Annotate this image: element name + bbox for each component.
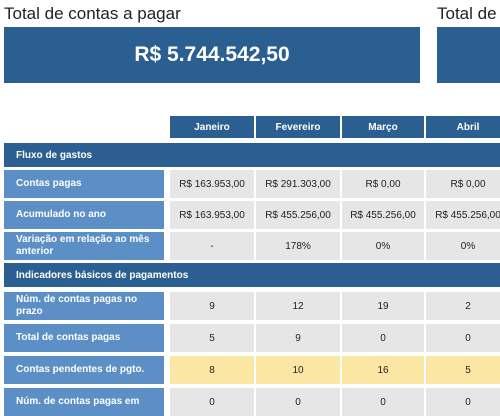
cell-acumulado-fev[interactable]: R$ 455.256,00 — [256, 201, 340, 229]
cell-acumulado-jan[interactable]: R$ 163.953,00 — [170, 201, 254, 229]
cell-pendentes-fev[interactable]: 10 — [256, 356, 340, 384]
cell-contas-pagas-abr[interactable]: R$ 0,00 — [426, 170, 500, 198]
cell-total-pagas-fev[interactable]: 9 — [256, 324, 340, 352]
cell-partial-abr[interactable]: 0 — [426, 388, 500, 416]
cell-total-pagas-jan[interactable]: 5 — [170, 324, 254, 352]
cell-variacao-mar[interactable]: 0% — [342, 232, 424, 260]
cell-num-prazo-abr[interactable]: 2 — [426, 292, 500, 320]
cell-acumulado-mar[interactable]: R$ 455.256,00 — [342, 201, 424, 229]
cell-num-prazo-fev[interactable]: 12 — [256, 292, 340, 320]
row-label-pendentes: Contas pendentes de pgto. — [4, 356, 164, 384]
cell-pendentes-mar[interactable]: 16 — [342, 356, 424, 384]
month-header-janeiro: Janeiro — [170, 116, 254, 138]
month-header-abril: Abril — [426, 116, 500, 138]
row-label-total-pagas: Total de contas pagas — [4, 324, 164, 352]
total-contas-value: R$ 5.744.542,50 — [4, 27, 420, 83]
row-label-contas-pagas: Contas pagas — [4, 170, 164, 198]
cell-acumulado-abr[interactable]: R$ 455.256,00 — [426, 201, 500, 229]
cell-partial-mar[interactable]: 0 — [342, 388, 424, 416]
cell-partial-fev[interactable]: 0 — [256, 388, 340, 416]
cell-variacao-jan[interactable]: - — [170, 232, 254, 260]
cell-pendentes-jan[interactable]: 8 — [170, 356, 254, 384]
row-label-partial: Núm. de contas pagas em — [4, 388, 164, 416]
cell-num-prazo-mar[interactable]: 19 — [342, 292, 424, 320]
row-label-num-prazo: Núm. de contas pagas no prazo — [4, 292, 164, 320]
section-fluxo-de-gastos: Fluxo de gastos — [4, 143, 500, 167]
cell-total-pagas-abr[interactable]: 0 — [426, 324, 500, 352]
cell-partial-jan[interactable]: 0 — [170, 388, 254, 416]
cell-variacao-abr[interactable]: 0% — [426, 232, 500, 260]
cell-pendentes-abr[interactable]: 5 — [426, 356, 500, 384]
cell-contas-pagas-fev[interactable]: R$ 291.303,00 — [256, 170, 340, 198]
total-contas-title: Total de contas a pagar — [4, 4, 181, 23]
cell-variacao-fev[interactable]: 178% — [256, 232, 340, 260]
row-label-acumulado: Acumulado no ano — [4, 201, 164, 229]
second-kpi-title: Total de — [437, 4, 497, 23]
second-kpi-box — [437, 27, 500, 83]
cell-total-pagas-mar[interactable]: 0 — [342, 324, 424, 352]
cell-contas-pagas-jan[interactable]: R$ 163.953,00 — [170, 170, 254, 198]
row-label-variacao: Variação em relação ao mês anterior — [4, 232, 164, 260]
cell-contas-pagas-mar[interactable]: R$ 0,00 — [342, 170, 424, 198]
cell-num-prazo-jan[interactable]: 9 — [170, 292, 254, 320]
month-header-fevereiro: Fevereiro — [256, 116, 340, 138]
month-header-marco: Março — [342, 116, 424, 138]
section-indicadores: Indicadores básicos de pagamentos — [4, 263, 500, 287]
